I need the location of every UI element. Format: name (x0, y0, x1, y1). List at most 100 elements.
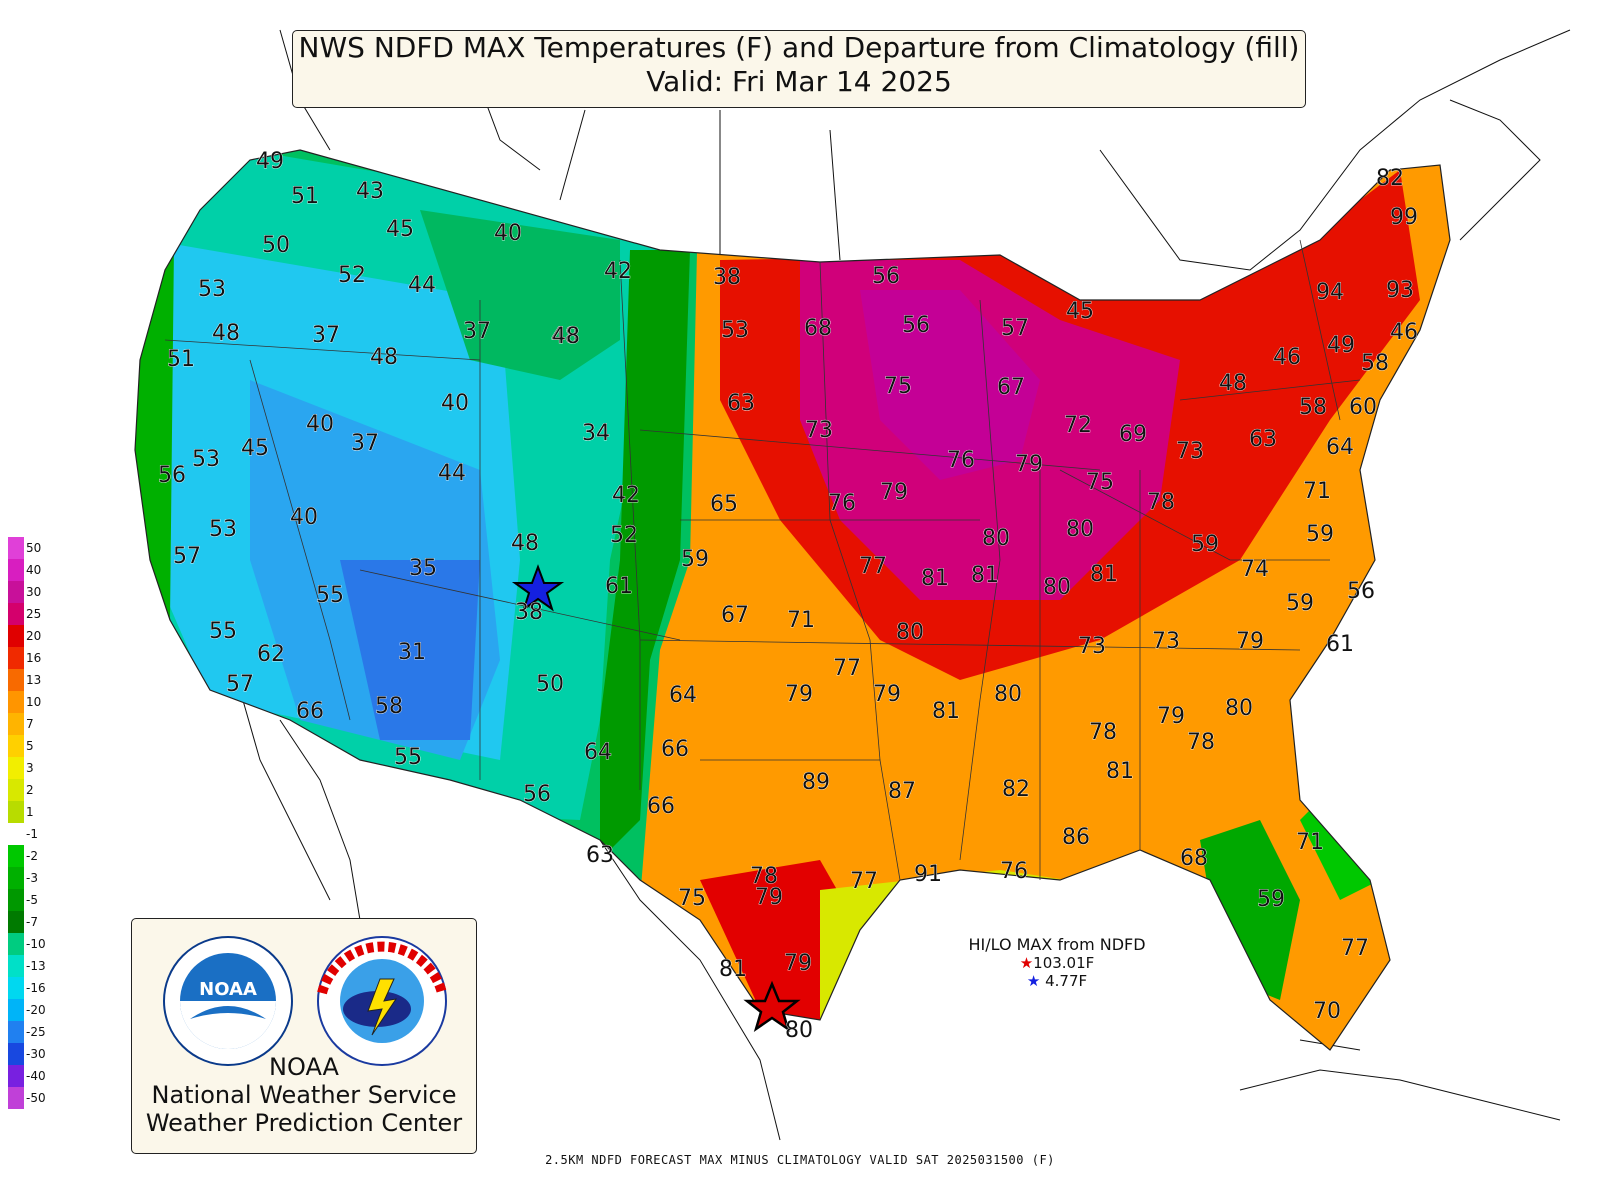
temperature-label: 51 (291, 184, 319, 209)
temperature-label: 49 (256, 149, 284, 174)
temperature-label: 56 (872, 264, 900, 289)
legend-label: -3 (26, 871, 38, 885)
temperature-label: 94 (1316, 280, 1344, 305)
legend-swatch (8, 691, 24, 713)
legend-labels: 50 40 30 25 20 16 13 10 7 5 3 2 1 -1 -2 -3 -5 -7 -10 -13 -16… (26, 537, 46, 1109)
temperature-label: 79 (785, 682, 813, 707)
temperature-label: 50 (536, 672, 564, 697)
temperature-label: 59 (1191, 532, 1219, 557)
legend-label: 3 (26, 761, 34, 775)
temperature-label: 64 (1326, 435, 1354, 460)
temperature-label: 53 (721, 318, 749, 343)
legend-swatch (8, 911, 24, 933)
temperature-label: 79 (873, 682, 901, 707)
svg-text:NOAA: NOAA (199, 979, 257, 1000)
temperature-label: 77 (1341, 936, 1369, 961)
temperature-label: 56 (902, 313, 930, 338)
legend-label: 13 (26, 673, 42, 687)
noaa-logo-icon: NOAA (163, 936, 293, 1066)
temperature-label: 66 (647, 794, 675, 819)
temperature-label: 81 (1106, 759, 1134, 784)
hilo-hi-value: 103.01F (1033, 954, 1095, 972)
temperature-label: 66 (296, 699, 324, 724)
footer-caption: 2.5KM NDFD FORECAST MAX MINUS CLIMATOLOG… (545, 1153, 1055, 1167)
hilo-title: HI/LO MAX from NDFD (968, 935, 1146, 954)
temperature-label: 76 (947, 448, 975, 473)
legend-label: 30 (26, 585, 42, 599)
temperature-label: 70 (1313, 999, 1341, 1024)
temperature-label: 53 (192, 447, 220, 472)
legend-label: -1 (26, 827, 38, 841)
legend-label: -40 (26, 1069, 46, 1083)
legend-swatch (8, 933, 24, 955)
temperature-label: 52 (338, 263, 366, 288)
temperature-label: 45 (241, 436, 269, 461)
legend-label: -2 (26, 849, 38, 863)
temperature-label: 69 (1119, 422, 1147, 447)
legend-swatch (8, 823, 24, 845)
temperature-label: 62 (257, 642, 285, 667)
temperature-label: 55 (316, 583, 344, 608)
hilo-lo-value: 4.77F (1045, 972, 1088, 990)
legend-label: -13 (26, 959, 46, 973)
temperature-label: 81 (932, 699, 960, 724)
temperature-label: 79 (1236, 629, 1264, 654)
temperature-label: 42 (612, 483, 640, 508)
temperature-label: 78 (1089, 720, 1117, 745)
logo-line-3: Weather Prediction Center (145, 1109, 463, 1137)
temperature-label: 68 (804, 316, 832, 341)
temperature-label: 57 (1001, 316, 1029, 341)
temperature-label: 57 (226, 672, 254, 697)
temperature-label: 91 (914, 862, 942, 887)
legend-label: -5 (26, 893, 38, 907)
legend-label: -16 (26, 981, 46, 995)
temperature-label: 44 (438, 461, 466, 486)
legend-swatch (8, 801, 24, 823)
temperature-label: 64 (669, 683, 697, 708)
legend-label: -7 (26, 915, 38, 929)
temperature-label: 80 (982, 526, 1010, 551)
legend-swatch (8, 735, 24, 757)
temperature-label: 77 (850, 869, 878, 894)
temperature-label: 53 (198, 277, 226, 302)
temperature-label: 40 (494, 221, 522, 246)
title-line-1: NWS NDFD MAX Temperatures (F) and Depart… (298, 31, 1300, 64)
temperature-label: 82 (1376, 166, 1404, 191)
temperature-label: 80 (994, 682, 1022, 707)
temperature-label: 78 (1187, 730, 1215, 755)
temperature-label: 38 (713, 265, 741, 290)
temperature-label: 58 (375, 694, 403, 719)
blue-star-icon: ★ (1026, 972, 1041, 990)
temperature-label: 51 (167, 347, 195, 372)
hilo-lo-row: ★ 4.77F (962, 972, 1152, 990)
legend-label: 50 (26, 541, 42, 555)
temperature-label: 50 (262, 233, 290, 258)
temperature-label: 58 (1299, 395, 1327, 420)
temperature-label: 93 (1386, 278, 1414, 303)
temperature-label: 80 (1225, 696, 1253, 721)
legend-swatch (8, 581, 24, 603)
temperature-label: 48 (551, 324, 579, 349)
temperature-label: 77 (859, 554, 887, 579)
temperature-label: 73 (1176, 439, 1204, 464)
legend-label: 10 (26, 695, 42, 709)
temperature-label: 64 (584, 740, 612, 765)
temperature-label: 40 (441, 391, 469, 416)
legend-swatch (8, 757, 24, 779)
legend-swatch (8, 867, 24, 889)
temperature-label: 48 (552, 324, 580, 349)
temperature-label: 72 (1064, 413, 1092, 438)
legend-label: 20 (26, 629, 42, 643)
min-temp-star-icon (511, 564, 565, 612)
temperature-label: 66 (661, 737, 689, 762)
legend-label: -10 (26, 937, 46, 951)
temperature-label: 65 (710, 492, 738, 517)
temperature-label: 87 (888, 779, 916, 804)
temperature-label: 61 (1326, 632, 1354, 657)
temperature-label: 55 (394, 745, 422, 770)
legend-swatch (8, 603, 24, 625)
temperature-label: 48 (1219, 371, 1247, 396)
temperature-label: 79 (880, 480, 908, 505)
temperature-label: 46 (1273, 345, 1301, 370)
legend-swatch (8, 845, 24, 867)
